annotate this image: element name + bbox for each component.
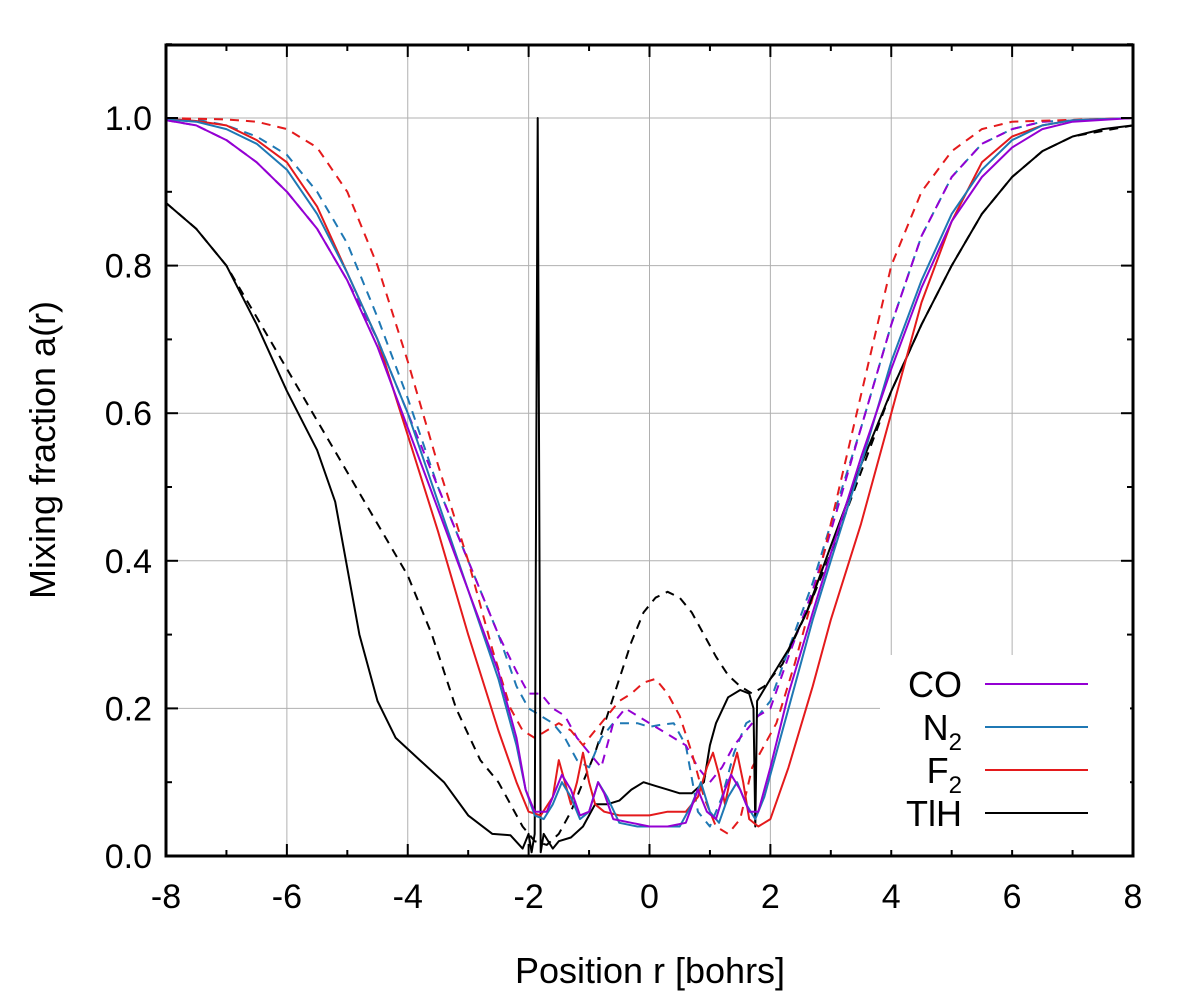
series-f2 [165,117,1134,828]
x-tick-label: 8 [1124,878,1143,916]
x-tick-label: 0 [640,878,659,916]
x-tick-label: 6 [1003,878,1022,916]
series-co [165,117,1134,828]
series-n2 [165,117,1134,828]
series-f2-dashed [165,117,1134,835]
legend-label-co: CO [908,664,962,705]
y-tick-label: 0.0 [105,838,152,876]
legend-label-n2: N2 [923,707,962,756]
series-lines [165,117,1134,854]
y-tick-label: 0.2 [105,690,152,728]
legend-label-tlh: TlH [906,793,962,834]
series-tlh-dashed [165,124,1134,846]
y-tick-label: 0.4 [105,543,152,581]
x-tick-label: 4 [882,878,901,916]
x-axis-title: Position r [bohrs] [515,950,785,991]
grid-lines [165,45,1134,857]
y-tick-label: 0.8 [105,248,152,286]
x-tick-label: -4 [393,878,423,916]
x-tick-label: -8 [151,878,181,916]
x-tick-label: -6 [272,878,302,916]
y-tick-label: 1.0 [105,100,152,138]
x-tick-label: 2 [761,878,780,916]
x-tick-label: -2 [514,878,544,916]
legend-background [880,655,1130,850]
legend-label-f2: F2 [927,750,962,799]
y-tick-label: 0.6 [105,395,152,433]
y-axis-title: Mixing fraction a(r) [22,301,63,599]
tick-labels: -8 -6 -4 -2 0 2 4 6 8 0.0 0.2 0.4 0.6 0.8 1.0 [105,100,1143,916]
